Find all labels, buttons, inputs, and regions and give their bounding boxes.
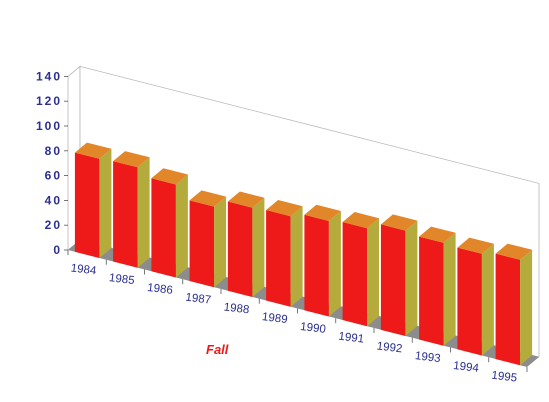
y-tick-label: 120 bbox=[36, 94, 62, 108]
bar-side bbox=[214, 196, 227, 288]
bar-front bbox=[304, 214, 329, 317]
y-tick-label: 80 bbox=[45, 144, 62, 158]
bar-front bbox=[457, 247, 482, 356]
bar-1991 bbox=[342, 212, 380, 327]
bar-front bbox=[495, 253, 521, 366]
bar-front bbox=[380, 224, 406, 336]
bar-1995 bbox=[495, 243, 533, 366]
bar-front bbox=[74, 152, 100, 258]
bar-1989 bbox=[266, 200, 303, 307]
bar-top bbox=[189, 190, 227, 207]
bar-top bbox=[457, 237, 494, 254]
bar-side bbox=[405, 220, 418, 336]
y-tick-label: 40 bbox=[45, 193, 62, 207]
bar-side bbox=[443, 232, 456, 346]
bar-top bbox=[151, 168, 188, 185]
bar-1994 bbox=[457, 237, 494, 356]
bar-1988 bbox=[227, 191, 265, 297]
bar-top bbox=[266, 200, 303, 217]
bar-1986 bbox=[151, 168, 188, 278]
bar-side bbox=[367, 218, 380, 327]
bar-top bbox=[342, 212, 380, 229]
x-tick-label: 1993 bbox=[414, 350, 441, 365]
bar-side bbox=[137, 157, 150, 268]
y-tick-label: 60 bbox=[45, 169, 62, 183]
x-tick-label: 1995 bbox=[491, 370, 518, 385]
x-tick-label: 1986 bbox=[147, 282, 174, 297]
y-tick-label: 140 bbox=[36, 69, 62, 83]
bar-top bbox=[304, 204, 341, 221]
x-tick-label: 1990 bbox=[300, 321, 327, 336]
x-tick-label: 1987 bbox=[185, 292, 212, 307]
x-tick-label: 1984 bbox=[70, 262, 97, 277]
bar-top bbox=[380, 214, 418, 231]
bar-top bbox=[419, 226, 456, 243]
bar-top bbox=[74, 142, 112, 159]
bar-front bbox=[419, 236, 444, 346]
y-tick-label: 100 bbox=[36, 119, 62, 133]
bar-1993 bbox=[419, 226, 456, 346]
bar-1985 bbox=[113, 151, 150, 268]
x-tick-label: 1989 bbox=[261, 311, 288, 326]
bar-side bbox=[175, 174, 188, 278]
bar-front bbox=[342, 222, 368, 327]
bars bbox=[74, 142, 533, 366]
y-tick-label: 20 bbox=[45, 218, 62, 232]
bar-side bbox=[328, 211, 341, 317]
bar-side bbox=[481, 243, 494, 356]
bar-side bbox=[520, 249, 533, 366]
bar-front bbox=[266, 210, 291, 307]
bar-side bbox=[290, 206, 303, 307]
bar-1990 bbox=[304, 204, 341, 317]
y-axis: 0 20 40 60 80 100 120 140 bbox=[36, 69, 68, 257]
bar-front bbox=[227, 201, 253, 297]
bar-top bbox=[113, 151, 150, 168]
x-tick-label: 1988 bbox=[223, 301, 250, 316]
bar-front bbox=[189, 200, 215, 288]
x-tick-label: 1985 bbox=[108, 272, 135, 287]
bar-1992 bbox=[380, 214, 418, 336]
bar-1987 bbox=[189, 190, 227, 288]
bar-front bbox=[151, 178, 176, 278]
bar-top bbox=[495, 243, 533, 260]
bar-1984 bbox=[74, 142, 112, 258]
bar-side bbox=[99, 148, 112, 258]
x-tick-label: 1991 bbox=[338, 331, 365, 346]
x-tick-label: 1992 bbox=[376, 340, 403, 355]
x-tick-label: 1994 bbox=[453, 360, 480, 375]
bar-front bbox=[113, 161, 138, 268]
x-axis: 1984 1985 1986 1987 1988 1989 1990 1991 1992 1993… bbox=[67, 250, 528, 385]
series-label: Fall bbox=[206, 342, 229, 357]
y-tick-label: 0 bbox=[53, 243, 62, 257]
bar-top bbox=[227, 191, 265, 208]
bar-side bbox=[252, 197, 265, 297]
